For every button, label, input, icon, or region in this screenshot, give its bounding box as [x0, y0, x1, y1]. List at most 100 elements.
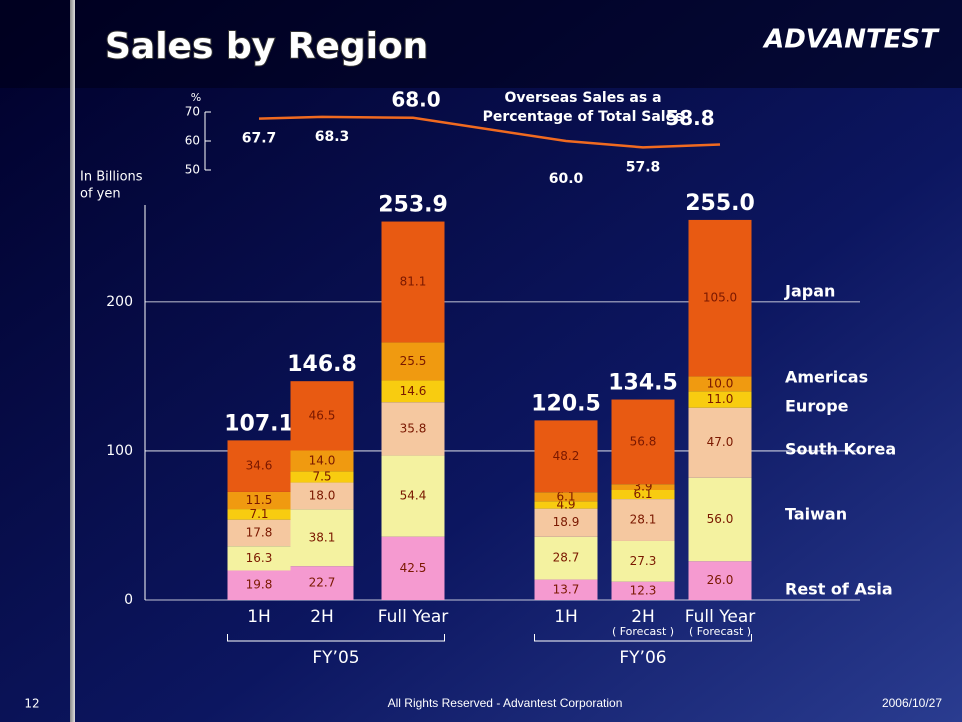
bar-segment [611, 484, 675, 490]
segment-label: 18.0 [309, 488, 336, 502]
bar-segment [290, 566, 354, 600]
point-label: 68.0 [391, 87, 440, 111]
x-tick-label: 2H [631, 607, 655, 627]
segment-label: 56.8 [630, 434, 657, 448]
segment-label: 14.0 [309, 453, 336, 467]
x-tick-label: 2H [310, 607, 334, 627]
point-label: 58.8 [665, 106, 714, 130]
y2-label: % [191, 91, 201, 104]
group-label: FY’05 [312, 648, 359, 668]
bar-segment [534, 536, 598, 580]
bar-segment [290, 471, 354, 483]
point-label: 57.8 [626, 159, 661, 175]
bar-segment [290, 450, 354, 472]
bar-segment [534, 508, 598, 537]
total-label: 146.8 [287, 352, 357, 377]
bar-segment [611, 399, 675, 485]
group-bracket [227, 634, 445, 642]
x-tick-label: 1H [247, 607, 271, 627]
bar-segment [227, 440, 291, 492]
legend-label: Taiwan [785, 505, 847, 524]
bar-segment [534, 501, 598, 509]
segment-label: 18.9 [553, 515, 580, 529]
segment-label: 12.3 [630, 583, 657, 597]
slide-title: Sales by Region [105, 26, 428, 67]
segment-label: 48.2 [553, 449, 580, 463]
segment-label: 54.4 [400, 489, 427, 503]
bar-segment [227, 570, 291, 600]
bar-segment [611, 581, 675, 600]
segment-label: 22.7 [309, 576, 336, 590]
segment-label: 26.0 [707, 573, 734, 587]
line [258, 115, 721, 149]
bar-segment [381, 342, 445, 381]
bar-segment [381, 455, 445, 537]
bar-segment [290, 509, 354, 567]
total-label: 107.1 [224, 411, 294, 436]
y2-tick-label: 60 [185, 134, 200, 148]
y-tick-label: 0 [124, 592, 133, 608]
legend-label: Americas [785, 368, 868, 387]
bar-segment [227, 519, 291, 547]
legend-label: Europe [785, 397, 849, 416]
segment-label: 46.5 [309, 408, 336, 422]
segment-label: 6.1 [556, 489, 575, 503]
bar-segment [227, 509, 291, 520]
bar-segment [381, 221, 445, 343]
segment-label: 11.5 [246, 493, 273, 507]
x-tick-label: Full Year [685, 607, 755, 627]
total-label: 253.9 [378, 193, 448, 218]
y-tick-label: 100 [106, 443, 133, 459]
bar-segment [381, 402, 445, 456]
annotation: Percentage of Total Sales [483, 109, 684, 125]
segment-label: 28.1 [630, 513, 657, 527]
annotation: Overseas Sales as a [504, 90, 661, 106]
page-number: 12 [24, 697, 39, 711]
segment-label: 10.0 [707, 376, 734, 390]
segment-label: 56.0 [707, 512, 734, 526]
legend-label: South Korea [785, 440, 896, 459]
y2-tick-label: 70 [185, 105, 200, 119]
bar-segment [688, 376, 752, 392]
bar-segment [534, 492, 598, 502]
side-rule [70, 0, 75, 722]
segment-label: 14.6 [400, 384, 427, 398]
bar-segment [534, 579, 598, 600]
total-label: 134.5 [608, 371, 678, 396]
total-label: 255.0 [685, 191, 755, 216]
bar-segment [688, 391, 752, 408]
segment-label: 6.1 [633, 487, 652, 501]
bar-segment [290, 482, 354, 510]
segment-label: 81.1 [400, 274, 427, 288]
bar-segment [227, 546, 291, 571]
segment-label: 27.3 [630, 554, 657, 568]
segment-label: 35.8 [400, 421, 427, 435]
bar-segment [381, 536, 445, 600]
y-label: of yen [80, 187, 121, 202]
segment-label: 11.0 [707, 392, 734, 406]
y-label: In Billions [80, 170, 143, 185]
y-tick-label: 200 [106, 294, 133, 310]
bar-segment [611, 540, 675, 582]
category-note: ( Forecast ) [689, 625, 751, 638]
bar-segment [290, 381, 354, 451]
segment-label: 16.3 [246, 551, 273, 565]
legend-label: Rest of Asia [785, 580, 893, 599]
segment-label: 28.7 [553, 551, 580, 565]
footer-text: All Rights Reserved - Advantest Corporat… [388, 696, 623, 710]
segment-label: 17.8 [246, 525, 273, 539]
segment-label: 42.5 [400, 561, 427, 575]
category-note: ( Forecast ) [612, 625, 674, 638]
bar-segment [611, 489, 675, 500]
segment-label: 7.5 [312, 469, 331, 483]
segment-label: 105.0 [703, 291, 737, 305]
x-tick-label: 1H [554, 607, 578, 627]
segment-label: 19.8 [246, 578, 273, 592]
y2-tick-label: 50 [185, 163, 200, 177]
bar-segment [611, 499, 675, 541]
bar-segment [381, 380, 445, 403]
x-tick-label: Full Year [378, 607, 448, 627]
bar-segment [688, 407, 752, 478]
